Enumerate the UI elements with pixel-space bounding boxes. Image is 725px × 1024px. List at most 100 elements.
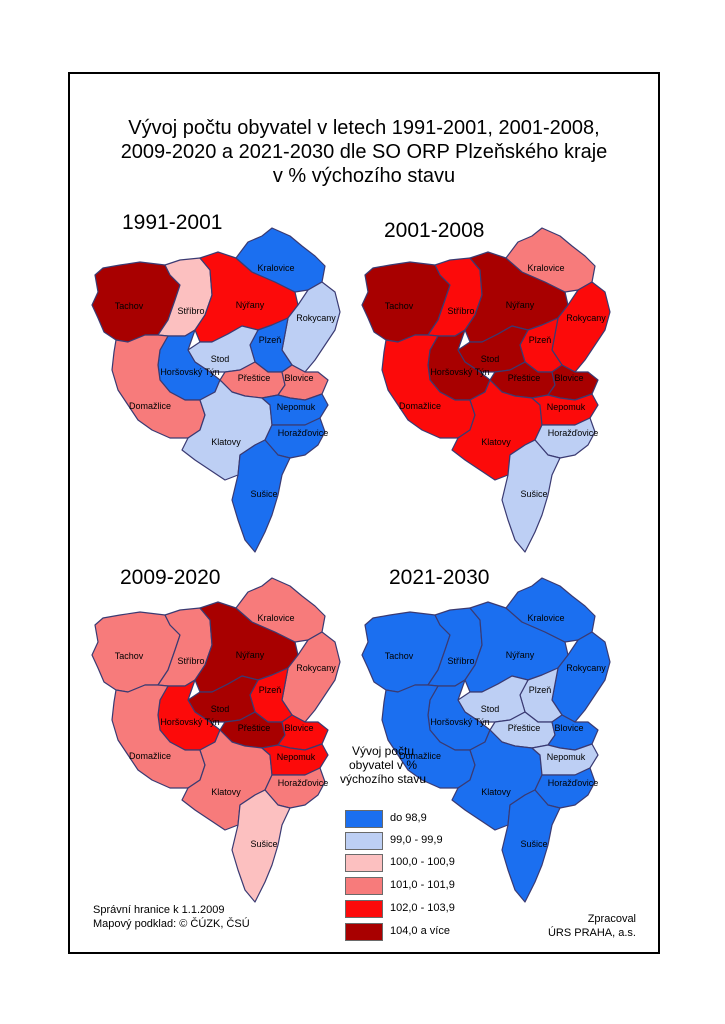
- legend-label-5: 104,0 a více: [390, 925, 450, 937]
- legend-swatch-1: [345, 832, 383, 850]
- region-label-stod: Stod: [481, 704, 500, 714]
- region-label-susice: Sušice: [520, 489, 547, 499]
- region-label-nepomuk: Nepomuk: [547, 402, 586, 412]
- map-heading-2009-2020: 2009-2020: [120, 566, 221, 589]
- region-label-horazdovice: Horažďovice: [278, 778, 329, 788]
- region-label-nyrany: Nýřany: [506, 650, 535, 660]
- region-label-susice: Sušice: [520, 839, 547, 849]
- map-heading-2021-2030: 2021-2030: [389, 566, 490, 589]
- region-label-horsovsky-tyn: Horšovský Týn: [160, 717, 219, 727]
- region-label-domazlice: Domažlice: [399, 751, 441, 761]
- region-label-susice: Sušice: [250, 839, 277, 849]
- region-label-stod: Stod: [481, 354, 500, 364]
- region-label-horsovsky-tyn: Horšovský Týn: [430, 367, 489, 377]
- region-label-kralovice: Kralovice: [527, 263, 564, 273]
- region-label-blovice: Blovice: [284, 373, 313, 383]
- legend-swatch-4: [345, 900, 383, 918]
- region-label-domazlice: Domažlice: [399, 401, 441, 411]
- region-label-tachov: Tachov: [115, 301, 144, 311]
- region-label-blovice: Blovice: [554, 373, 583, 383]
- region-label-rokycany: Rokycany: [296, 663, 336, 673]
- region-label-horsovsky-tyn: Horšovský Týn: [430, 717, 489, 727]
- region-label-prestice: Přeštice: [238, 723, 271, 733]
- main-title-line-1: Vývoj počtu obyvatel v letech 1991-2001,…: [128, 117, 600, 139]
- map-heading-1991-2001: 1991-2001: [122, 211, 223, 234]
- region-label-klatovy: Klatovy: [481, 437, 511, 447]
- region-label-plzen: Plzeň: [259, 685, 282, 695]
- region-label-stribro: Stříbro: [177, 306, 204, 316]
- region-label-stribro: Stříbro: [447, 306, 474, 316]
- region-label-horazdovice: Horažďovice: [278, 428, 329, 438]
- main-title-line-2: 2009-2020 a 2021-2030 dle SO ORP Plzeňsk…: [120, 141, 608, 163]
- region-label-nyrany: Nýřany: [236, 650, 265, 660]
- region-label-horsovsky-tyn: Horšovský Týn: [160, 367, 219, 377]
- region-kralovice: [235, 227, 326, 293]
- region-label-domazlice: Domažlice: [129, 751, 171, 761]
- legend-title: Vývoj počtu obyvatel v % výchozího stavu: [339, 744, 427, 786]
- main-title-line-3: v % výchozího stavu: [272, 165, 456, 187]
- region-nepomuk: [531, 743, 599, 776]
- processed-by-organization: ÚRS PRAHA, a.s.: [547, 927, 636, 939]
- region-label-stod: Stod: [211, 354, 230, 364]
- region-susice: [501, 789, 561, 903]
- legend-swatch-3: [345, 877, 383, 895]
- region-label-klatovy: Klatovy: [211, 437, 241, 447]
- legend-label-3: 101,0 - 101,9: [390, 879, 455, 891]
- region-label-nyrany: Nýřany: [236, 300, 265, 310]
- region-label-tachov: Tachov: [385, 301, 414, 311]
- processed-by-label: Zpracoval: [587, 913, 636, 925]
- region-label-kralovice: Kralovice: [527, 613, 564, 623]
- legend-swatch-0: [345, 810, 383, 828]
- region-label-rokycany: Rokycany: [566, 313, 606, 323]
- legend-swatch-2: [345, 854, 383, 872]
- region-susice: [231, 439, 291, 553]
- admin-boundary-note: Správní hranice k 1.1.2009: [93, 904, 225, 916]
- region-label-horazdovice: Horažďovice: [548, 428, 599, 438]
- region-label-plzen: Plzeň: [529, 685, 552, 695]
- region-label-nepomuk: Nepomuk: [547, 752, 586, 762]
- region-label-prestice: Přeštice: [508, 723, 541, 733]
- map-2009-2020: Tachov Stříbro Nýřany Kralovice Rokycany Plze…: [91, 577, 341, 903]
- region-label-stribro: Stříbro: [177, 656, 204, 666]
- region-label-nepomuk: Nepomuk: [277, 402, 316, 412]
- region-label-nyrany: Nýřany: [506, 300, 535, 310]
- region-label-domazlice: Domažlice: [129, 401, 171, 411]
- map-1991-2001: Tachov Stříbro Nýřany Kralovice Rokycany Plze…: [91, 227, 341, 553]
- region-nepomuk: [261, 743, 329, 776]
- region-label-rokycany: Rokycany: [566, 663, 606, 673]
- region-label-kralovice: Kralovice: [257, 613, 294, 623]
- region-nepomuk: [531, 393, 599, 426]
- legend-swatch-5: [345, 923, 383, 941]
- legend-label-1: 99,0 - 99,9: [390, 834, 443, 846]
- legend-label-0: do 98,9: [390, 812, 427, 824]
- region-susice: [231, 789, 291, 903]
- region-label-tachov: Tachov: [385, 651, 414, 661]
- region-label-tachov: Tachov: [115, 651, 144, 661]
- region-nepomuk: [261, 393, 329, 426]
- region-label-prestice: Přeštice: [238, 373, 271, 383]
- region-susice: [501, 439, 561, 553]
- region-label-klatovy: Klatovy: [211, 787, 241, 797]
- region-label-horazdovice: Horažďovice: [548, 778, 599, 788]
- map-2001-2008: Tachov Stříbro Nýřany Kralovice Rokycany Plze…: [361, 227, 611, 553]
- region-label-prestice: Přeštice: [508, 373, 541, 383]
- legend-label-4: 102,0 - 103,9: [390, 902, 455, 914]
- region-label-blovice: Blovice: [284, 723, 313, 733]
- region-label-kralovice: Kralovice: [257, 263, 294, 273]
- region-label-stod: Stod: [211, 704, 230, 714]
- region-label-rokycany: Rokycany: [296, 313, 336, 323]
- region-label-nepomuk: Nepomuk: [277, 752, 316, 762]
- map-2021-2030: Tachov Stříbro Nýřany Kralovice Rokycany Plze…: [361, 577, 611, 903]
- region-label-blovice: Blovice: [554, 723, 583, 733]
- region-label-susice: Sušice: [250, 489, 277, 499]
- region-kralovice: [505, 227, 596, 293]
- map-heading-2001-2008: 2001-2008: [384, 219, 485, 242]
- region-kralovice: [505, 577, 596, 643]
- region-label-plzen: Plzeň: [259, 335, 282, 345]
- region-label-klatovy: Klatovy: [481, 787, 511, 797]
- region-kralovice: [235, 577, 326, 643]
- region-label-plzen: Plzeň: [529, 335, 552, 345]
- legend-label-2: 100,0 - 100,9: [390, 856, 455, 868]
- basemap-source-note: Mapový podklad: © ČÚZK, ČSÚ: [93, 918, 250, 930]
